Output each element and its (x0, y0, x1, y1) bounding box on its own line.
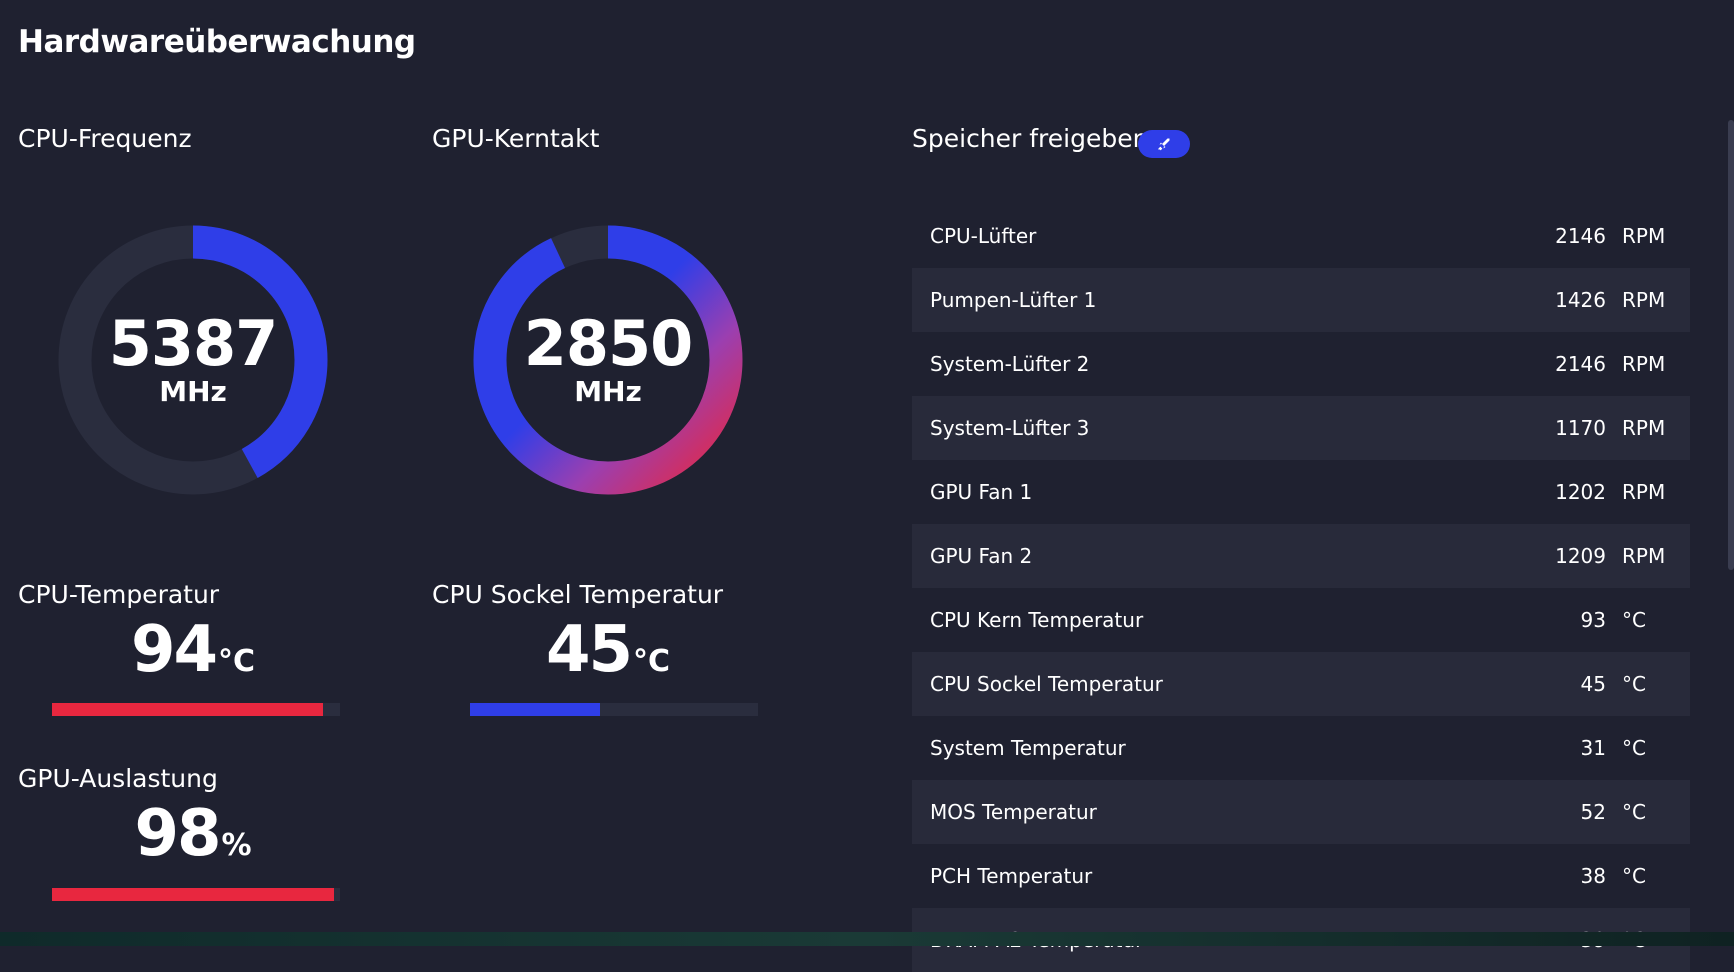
scrollbar[interactable] (1728, 120, 1734, 570)
cpu-temperature-unit: °C (218, 644, 256, 679)
sensor-unit: °C (1622, 736, 1646, 760)
sensor-row: PCH Temperatur 38 °C (912, 844, 1690, 908)
sensor-row: CPU Sockel Temperatur 45 °C (912, 652, 1690, 716)
cpu-temperature-value: 94 (130, 613, 218, 687)
cpu-frequency-value: 5387 (108, 306, 279, 380)
sensor-value: 38 (1580, 864, 1606, 888)
gpu-clock-label: GPU-Kerntakt (432, 124, 600, 153)
sensor-name: GPU Fan 2 (930, 544, 1033, 568)
sensor-name: GPU Fan 1 (930, 480, 1033, 504)
sensor-unit: RPM (1622, 288, 1666, 312)
cpu-temperature-readout: 94 °C (48, 618, 338, 682)
sensor-value: 1202 (1555, 480, 1606, 504)
sensor-unit: °C (1622, 672, 1646, 696)
sensor-row: GPU Fan 1 1202 RPM (912, 460, 1690, 524)
cpu-frequency-label: CPU-Frequenz (18, 124, 192, 153)
gpu-load-value: 98 (134, 797, 221, 871)
sensor-row: System Temperatur 31 °C (912, 716, 1690, 780)
cpu-socket-temperature-unit: °C (633, 644, 671, 679)
sensor-row: MOS Temperatur 52 °C (912, 780, 1690, 844)
cpu-frequency-arc (58, 225, 328, 495)
sensor-name: System Temperatur (930, 736, 1126, 760)
sensor-value: 1426 (1555, 288, 1606, 312)
gpu-clock-ring (473, 225, 743, 495)
cpu-temperature-label: CPU-Temperatur (18, 580, 220, 609)
cpu-temperature-bar (52, 703, 340, 716)
sensor-list: CPU-Lüfter 2146 RPM Pumpen-Lüfter 1 1426 RPM S… (912, 204, 1690, 972)
sensor-row: CPU-Lüfter 2146 RPM (912, 204, 1690, 268)
cpu-frequency-ring (58, 225, 328, 495)
sensor-row: Pumpen-Lüfter 1 1426 RPM (912, 268, 1690, 332)
sensor-name: PCH Temperatur (930, 864, 1093, 888)
sensor-value: 31 (1580, 736, 1606, 760)
sensor-unit: °C (1622, 800, 1646, 824)
sensor-name: CPU-Lüfter (930, 224, 1037, 248)
sensor-name: CPU Sockel Temperatur (930, 672, 1163, 696)
sensor-unit: RPM (1622, 224, 1666, 248)
page-title: Hardwareüberwachung (18, 24, 416, 60)
gpu-load-readout: 98 % (48, 802, 338, 866)
sensor-unit: RPM (1622, 544, 1666, 568)
sensor-value: 2146 (1555, 352, 1606, 376)
sensor-name: CPU Kern Temperatur (930, 608, 1144, 632)
gpu-clock-gauge: 2850 MHz (463, 215, 753, 505)
cpu-socket-temperature-readout: 45 °C (463, 618, 753, 682)
cpu-socket-temperature-value: 45 (545, 613, 633, 687)
sensor-name: Pumpen-Lüfter 1 (930, 288, 1097, 312)
gpu-clock-unit: MHz (574, 374, 642, 408)
gpu-load-unit: % (221, 828, 252, 863)
sensor-value: 2146 (1555, 224, 1606, 248)
gpu-load-label: GPU-Auslastung (18, 764, 218, 793)
cpu-socket-temperature-label: CPU Sockel Temperatur (432, 580, 724, 609)
cpu-temperature-bar-fill (52, 703, 323, 716)
gpu-clock-arc (473, 225, 743, 495)
sensor-unit: RPM (1622, 352, 1666, 376)
gpu-load-bar-fill (52, 888, 335, 901)
sensor-unit: RPM (1622, 416, 1666, 440)
memory-release-button[interactable] (1138, 130, 1190, 158)
gpu-load-bar (52, 888, 340, 901)
cpu-frequency-gauge: 5387 MHz (48, 215, 338, 505)
cpu-socket-temperature-bar-fill (470, 703, 600, 716)
sensor-value: 93 (1580, 608, 1606, 632)
gpu-clock-value: 2850 (523, 306, 694, 380)
sensor-row: GPU Fan 2 1209 RPM (912, 524, 1690, 588)
sensor-value: 52 (1580, 800, 1606, 824)
cpu-frequency-unit: MHz (159, 374, 227, 408)
taskbar-edge (0, 932, 1734, 946)
sensor-value: 1170 (1555, 416, 1606, 440)
cpu-socket-temperature-bar (470, 703, 758, 716)
sensor-name: System-Lüfter 2 (930, 352, 1090, 376)
sensor-row: System-Lüfter 2 2146 RPM (912, 332, 1690, 396)
rocket-icon (1158, 138, 1170, 151)
cpu-frequency-readout: 5387 MHz (48, 215, 338, 505)
sensor-value: 1209 (1555, 544, 1606, 568)
memory-release-label: Speicher freigeben (912, 124, 1149, 153)
sensor-row: CPU Kern Temperatur 93 °C (912, 588, 1690, 652)
sensor-value: 45 (1580, 672, 1606, 696)
sensor-unit: RPM (1622, 480, 1666, 504)
sensor-name: MOS Temperatur (930, 800, 1097, 824)
sensor-name: System-Lüfter 3 (930, 416, 1090, 440)
sensor-row: System-Lüfter 3 1170 RPM (912, 396, 1690, 460)
sensor-unit: °C (1622, 864, 1646, 888)
gpu-clock-readout: 2850 MHz (463, 215, 753, 505)
sensor-unit: °C (1622, 608, 1646, 632)
